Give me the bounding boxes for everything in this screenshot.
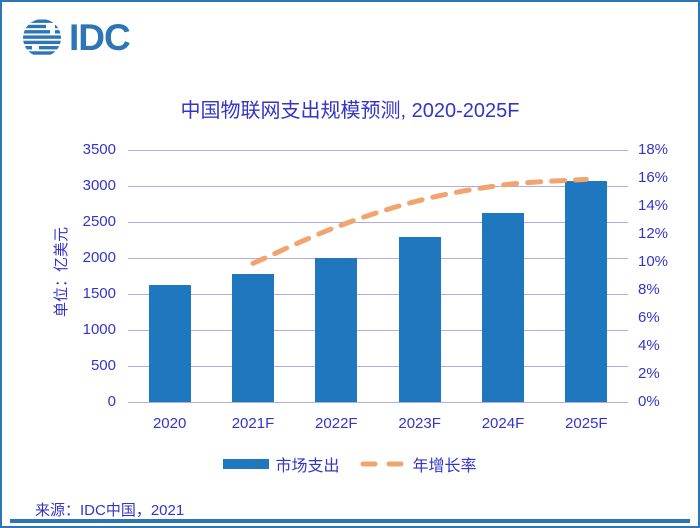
right-axis-tick-label: 18% [638, 141, 669, 158]
gridline [128, 222, 628, 223]
x-axis-label: 2020 [152, 415, 187, 432]
chart-title: 中国物联网支出规模预测, 2020-2025F [180, 100, 520, 122]
left-axis-tick-label: 1500 [82, 285, 116, 302]
right-axis-tick-label: 16% [638, 169, 669, 186]
bar-2023F [398, 237, 441, 402]
bar-2025F [565, 180, 608, 402]
left-axis-tick-label: 2500 [82, 213, 116, 230]
bar-2022F [315, 258, 358, 402]
legend-bar-swatch [223, 459, 270, 469]
left-axis-tick-label: 3000 [82, 177, 116, 194]
right-axis-tick-label: 8% [638, 281, 660, 298]
left-axis-tick-label: 1000 [82, 321, 116, 338]
x-axis-label: 2024F [481, 415, 525, 432]
left-axis-tick-label: 500 [90, 357, 116, 374]
legend-line-label: 年增长率 [412, 458, 477, 475]
right-axis-tick-label: 14% [638, 197, 669, 214]
right-axis-tick-label: 2% [638, 365, 660, 382]
gridline [128, 258, 628, 259]
gridline [128, 366, 628, 367]
right-axis-tick-label: 4% [638, 337, 660, 354]
gridline [128, 330, 628, 331]
bar-2020 [148, 284, 191, 402]
right-axis-tick-label: 6% [638, 309, 660, 326]
legend-bar-label: 市场支出 [275, 458, 340, 475]
idc-globe-icon [23, 19, 61, 55]
left-axis-tick-label: 3500 [82, 141, 116, 158]
gridline [128, 186, 628, 187]
right-axis-tick-label: 10% [638, 253, 669, 270]
source-note: 来源：IDC中国，2021 [35, 502, 185, 519]
bottom-rule [10, 519, 690, 523]
bar-2024F [482, 212, 524, 402]
x-axis-label: 2023F [398, 415, 441, 432]
gridline [128, 402, 628, 403]
legend: 市场支出 年增长率 [2, 452, 698, 476]
left-axis-tick-label: 2000 [82, 249, 116, 266]
x-axis-label: 2022F [315, 415, 358, 432]
idc-logo: IDC [22, 17, 131, 58]
right-axis-tick-label: 12% [638, 225, 669, 242]
x-axis-label: 2021F [231, 415, 275, 432]
x-axis-label: 2025F [565, 415, 608, 432]
bar-2021F [232, 273, 274, 402]
legend-line-swatch [360, 461, 407, 467]
gridline [128, 150, 628, 151]
gridline [128, 294, 628, 295]
left-axis-tick-label: 0 [107, 393, 116, 410]
idc-logo-text: IDC [69, 17, 131, 58]
right-axis-tick-label: 0% [638, 393, 660, 410]
